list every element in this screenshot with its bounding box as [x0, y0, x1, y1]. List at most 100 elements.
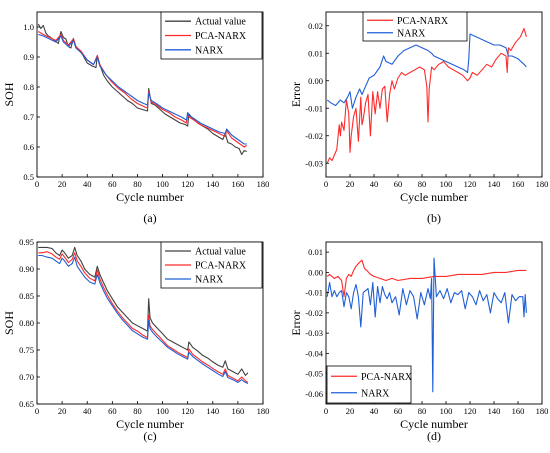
y-axis-label: SOH [2, 311, 16, 335]
y-tick-label: 0.75 [19, 345, 34, 355]
x-tick-label: 0 [324, 179, 328, 189]
y-tick-label: -0.02 [305, 308, 323, 318]
x-tick-label: 140 [488, 406, 501, 416]
y-tick-label: 0.01 [308, 48, 323, 58]
x-tick-label: 20 [346, 406, 355, 416]
x-axis-label: Cycle number [116, 190, 184, 204]
x-tick-label: 140 [488, 179, 501, 189]
x-tick-label: 100 [156, 406, 169, 416]
x-tick-label: 40 [370, 179, 379, 189]
y-tick-label: 0.8 [23, 82, 34, 92]
x-axis-label: Cycle number [116, 417, 184, 431]
y-tick-label: -0.05 [305, 369, 323, 379]
y-tick-label: 0.95 [19, 237, 34, 247]
legend-label: NARX [195, 45, 224, 56]
x-tick-label: 120 [464, 406, 477, 416]
plot-frame [36, 11, 264, 178]
y-tick-label: 0.00 [308, 76, 323, 86]
y-tick-label: 0.65 [19, 399, 34, 409]
x-tick-label: 120 [464, 179, 477, 189]
y-tick-label: 0.80 [19, 318, 34, 328]
x-tick-label: 80 [133, 406, 142, 416]
y-tick-label: -0.01 [305, 288, 323, 298]
legend-label: NARX [195, 275, 224, 286]
legend-label: NARX [397, 28, 426, 39]
x-tick-label: 140 [206, 179, 219, 189]
y-tick-label: 0.85 [19, 291, 34, 301]
chart-a: 0 20 40 60 80 100 120 140 160 180 0.5 0.6 0.7 0.8 0.9 1… [2, 11, 269, 225]
legend-label: PCA-NARX [195, 261, 247, 272]
x-tick-label: 0 [35, 406, 39, 416]
x-tick-label: 60 [394, 406, 403, 416]
legend: Actual value PCA-NARX NARX [160, 241, 263, 289]
x-tick-label: 160 [232, 406, 245, 416]
y-tick-label: -0.06 [305, 389, 323, 399]
x-tick-label: 60 [108, 179, 117, 189]
x-tick-label: 100 [440, 179, 453, 189]
x-tick-label: 40 [83, 179, 92, 189]
legend-label: Actual value [195, 17, 246, 28]
series-line-pca-narx [38, 251, 249, 383]
x-tick-label: 140 [206, 406, 219, 416]
x-tick-label: 60 [394, 179, 403, 189]
y-axis-label: Error [289, 82, 303, 107]
x-tick-label: 20 [346, 179, 355, 189]
panel-caption: (a) [143, 211, 156, 225]
x-tick-label: 120 [181, 179, 194, 189]
x-axis-label: Cycle number [400, 417, 468, 431]
x-tick-label: 80 [133, 179, 142, 189]
panel-caption: (b) [427, 211, 441, 225]
x-tick-label: 80 [418, 179, 427, 189]
x-tick-label: 40 [370, 406, 379, 416]
y-tick-label: 0.5 [23, 172, 34, 182]
legend-box [362, 11, 468, 42]
y-axis-label: Error [289, 310, 303, 335]
y-tick-label: 0.7 [23, 112, 34, 122]
y-tick-label: 0.9 [23, 52, 34, 62]
y-tick-label: 0.70 [19, 372, 34, 382]
series-line-narx [38, 33, 247, 145]
y-tick-label: -0.01 [305, 103, 323, 113]
chart-c: 0 20 40 60 80 100 120 140 160 180 0.65 0.70 0.75 0.80… [2, 237, 269, 443]
x-tick-label: 180 [257, 406, 270, 416]
panel-caption: (c) [143, 429, 156, 443]
series-line-actual-value [37, 23, 247, 156]
panel-caption: (d) [427, 429, 441, 443]
y-tick-label: 0.01 [308, 247, 323, 257]
x-tick-label: 0 [324, 406, 328, 416]
x-tick-label: 160 [512, 179, 525, 189]
x-tick-label: 180 [536, 406, 549, 416]
y-tick-label: 0.00 [308, 267, 323, 277]
x-tick-label: 20 [58, 406, 67, 416]
y-tick-label: 1.0 [23, 22, 34, 32]
legend-box [326, 365, 412, 404]
x-tick-label: 180 [536, 179, 549, 189]
y-tick-label: 0.02 [308, 21, 323, 31]
plot-frame [325, 241, 543, 405]
legend: PCA-NARX NARX [326, 365, 413, 404]
x-tick-label: 120 [181, 406, 194, 416]
x-tick-label: 80 [418, 406, 427, 416]
y-tick-label: -0.03 [305, 328, 323, 338]
x-tick-label: 20 [58, 179, 67, 189]
y-tick-label: -0.04 [305, 348, 323, 358]
legend-label: PCA-NARX [397, 16, 449, 27]
y-axis-label: SOH [2, 82, 16, 106]
y-tick-label: 0.6 [23, 142, 34, 152]
series-line-narx [38, 254, 249, 385]
x-tick-label: 100 [440, 406, 453, 416]
legend-label: Actual value [195, 247, 246, 258]
x-tick-label: 100 [156, 179, 169, 189]
x-tick-label: 0 [35, 179, 39, 189]
legend-label: PCA-NARX [361, 372, 413, 383]
series-line-narx [326, 257, 527, 393]
x-tick-label: 160 [232, 179, 245, 189]
x-tick-label: 60 [108, 406, 117, 416]
chart-b: 0 20 40 60 80 100 120 140 160 180 -0.03 -0.02 -0.01 0… [289, 11, 549, 225]
y-tick-label: -0.03 [305, 158, 323, 168]
x-tick-label: 160 [512, 406, 525, 416]
legend-label: NARX [361, 388, 390, 399]
legend: Actual value PCA-NARX NARX [160, 11, 263, 60]
